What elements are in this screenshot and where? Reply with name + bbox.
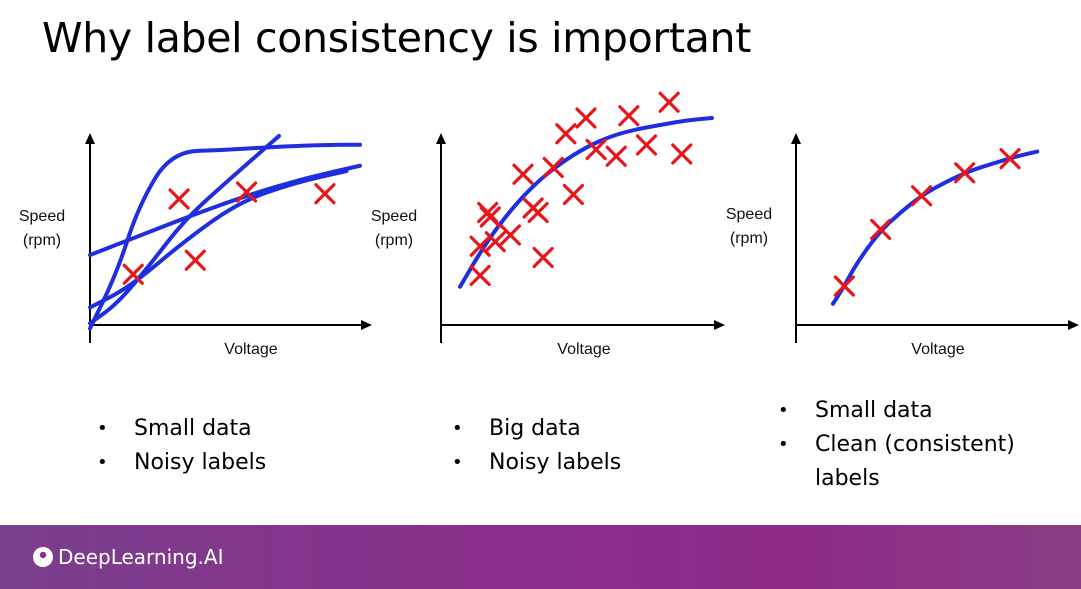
data-point-marker <box>605 145 627 167</box>
y-axis-label-line: (rpm) <box>23 232 61 249</box>
data-point-marker <box>870 218 892 241</box>
data-point-marker <box>575 107 597 129</box>
data-point-marker <box>469 235 491 257</box>
bullet-item: Big data <box>452 412 621 446</box>
data-point-marker <box>236 181 258 203</box>
deeplearning-logo-icon <box>33 547 53 567</box>
brand-footer: DeepLearning.AI <box>0 525 1081 589</box>
y-axis-label-line: Speed <box>726 206 772 223</box>
chart-1-bullets: Small data Noisy labels <box>97 412 266 480</box>
x-axis-arrow <box>361 320 372 330</box>
data-point-marker <box>122 263 144 285</box>
data-point-marker <box>562 183 585 206</box>
data-point-marker <box>542 156 564 179</box>
data-point-marker <box>532 246 554 269</box>
bullet-item: Small data <box>778 394 1015 428</box>
y-axis-label-line: Speed <box>371 208 417 225</box>
chart-2-bullets: Big data Noisy labels <box>452 412 621 480</box>
data-point-marker <box>585 138 607 161</box>
fit-curve <box>88 142 362 331</box>
data-point-marker <box>658 91 680 113</box>
data-point-marker <box>184 249 206 271</box>
y-axis-label-line: (rpm) <box>375 232 413 249</box>
y-axis-label-line: (rpm) <box>730 230 768 247</box>
y-axis-arrow <box>791 133 801 144</box>
data-point-marker <box>671 143 693 165</box>
data-point-marker <box>512 163 534 185</box>
data-point-marker <box>499 224 522 246</box>
fit-curve <box>88 134 281 326</box>
data-point-marker <box>618 105 640 127</box>
chart-2: Voltage Speed (rpm) <box>371 91 725 358</box>
chart-3: Voltage Speed (rpm) <box>726 133 1079 358</box>
x-axis-label: Voltage <box>224 341 277 358</box>
chart-1: Voltage Speed (rpm) <box>19 133 372 358</box>
fit-curve <box>831 149 1040 306</box>
bullet-item: Noisy labels <box>452 446 621 480</box>
bullet-item: Noisy labels <box>97 446 266 480</box>
data-point-marker <box>999 148 1021 170</box>
x-axis-arrow <box>1068 320 1079 330</box>
x-axis-arrow <box>714 320 725 330</box>
fit-curve <box>458 116 714 289</box>
data-point-marker <box>555 123 577 145</box>
y-axis-label-line: Speed <box>19 208 65 225</box>
bullet-item-continuation: labels <box>815 466 880 491</box>
charts-canvas: VoltageSpeed(rpm)VoltageSpeed(rpm)Voltag… <box>19 91 1079 358</box>
chart-3-bullets: Small data Clean (consistent) labels <box>778 394 1015 496</box>
data-point-marker <box>469 264 491 287</box>
slide-title: Why label consistency is important <box>42 14 752 62</box>
bullet-item: Small data <box>97 412 266 446</box>
y-axis-arrow <box>436 133 446 144</box>
data-point-marker <box>168 188 190 210</box>
data-point-marker <box>954 162 976 184</box>
data-point-marker <box>527 201 549 224</box>
data-point-marker <box>314 183 336 205</box>
data-point-marker <box>910 185 933 207</box>
x-axis-label: Voltage <box>911 341 964 358</box>
brand-logo: DeepLearning.AI <box>32 545 223 569</box>
data-point-marker <box>635 134 658 156</box>
y-axis-arrow <box>85 133 95 144</box>
x-axis-label: Voltage <box>557 341 610 358</box>
data-point-marker <box>479 206 501 228</box>
bullet-item: Clean (consistent) <box>778 428 1015 462</box>
data-point-marker <box>833 275 855 297</box>
brand-name: DeepLearning.AI <box>58 545 224 569</box>
